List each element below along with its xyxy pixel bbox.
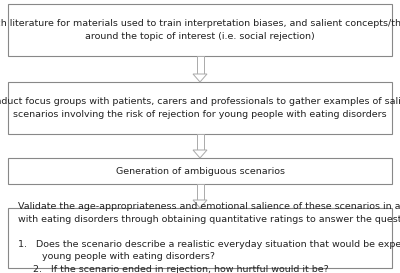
Bar bbox=[8, 82, 392, 134]
Bar bbox=[196, 184, 204, 200]
Text: Conduct focus groups with patients, carers and professionals to gather examples : Conduct focus groups with patients, care… bbox=[0, 97, 400, 119]
Text: Validate the age-appropriateness and emotional salience of these scenarios in ad: Validate the age-appropriateness and emo… bbox=[18, 202, 400, 273]
Bar bbox=[8, 158, 392, 184]
Bar bbox=[196, 134, 204, 150]
Polygon shape bbox=[193, 200, 207, 208]
Polygon shape bbox=[193, 150, 207, 158]
Polygon shape bbox=[193, 74, 207, 82]
Bar bbox=[196, 56, 204, 74]
Bar bbox=[8, 4, 392, 56]
Bar bbox=[8, 208, 392, 268]
Text: Generation of ambiguous scenarios: Generation of ambiguous scenarios bbox=[116, 167, 284, 176]
Text: Search literature for materials used to train interpretation biases, and salient: Search literature for materials used to … bbox=[0, 19, 400, 41]
